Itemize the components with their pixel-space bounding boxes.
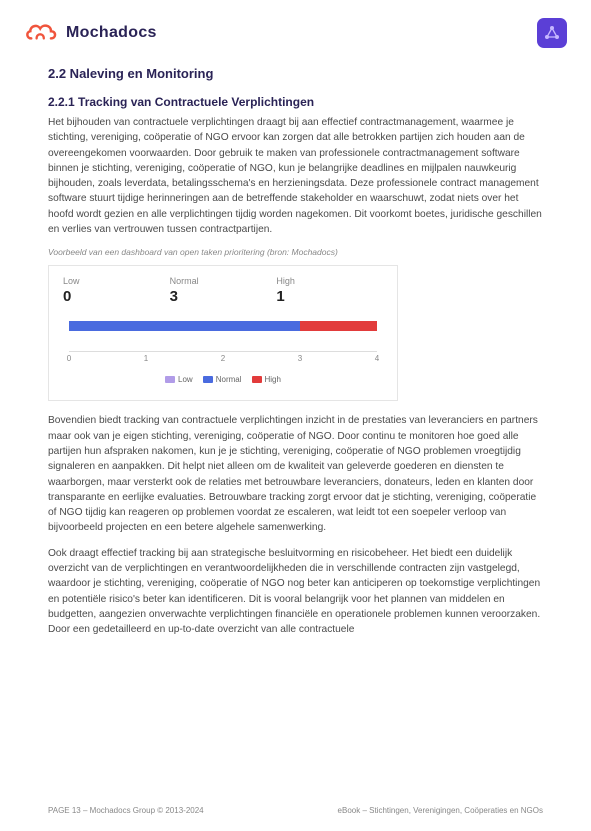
legend-swatch xyxy=(252,376,262,383)
mochadocs-cloud-icon xyxy=(24,20,60,46)
stats-row: Low 0Normal 3 High 1 xyxy=(63,276,383,305)
axis-tick: 3 xyxy=(298,354,302,363)
paragraph-3: Ook draagt effectief tracking bij aan st… xyxy=(48,546,543,638)
stat-value: 0 xyxy=(63,288,170,305)
axis-tick: 2 xyxy=(221,354,225,363)
stacked-bar-chart xyxy=(69,321,377,347)
stat-item: High 1 xyxy=(276,276,383,305)
brand-logo: Mochadocs xyxy=(24,20,157,46)
footer-right: eBook – Stichtingen, Verenigingen, Coöpe… xyxy=(338,806,543,815)
section-heading: 2.2 Naleving en Monitoring xyxy=(48,66,543,81)
stat-label: Normal xyxy=(170,276,277,286)
stat-value: 3 xyxy=(170,288,277,305)
legend-swatch xyxy=(203,376,213,383)
stat-item: Normal 3 xyxy=(170,276,277,305)
paragraph-2: Bovendien biedt tracking van contractuel… xyxy=(48,413,543,535)
stat-value: 1 xyxy=(276,288,383,305)
axis-tick: 4 xyxy=(375,354,379,363)
chart-axis: 0 1 2 3 4 xyxy=(69,351,377,365)
paragraph-1: Het bijhouden van contractuele verplicht… xyxy=(48,115,543,237)
page-content: 2.2 Naleving en Monitoring 2.2.1 Trackin… xyxy=(0,56,591,638)
bar-segment-normal xyxy=(69,321,300,331)
legend-label: High xyxy=(265,375,281,384)
axis-tick: 1 xyxy=(144,354,148,363)
legend-item-low: Low xyxy=(165,375,193,384)
network-icon xyxy=(543,24,561,42)
chart-legend: Low Normal High xyxy=(63,375,383,384)
stat-label: Low xyxy=(63,276,170,286)
legend-item-high: High xyxy=(252,375,281,384)
bar-segment-high xyxy=(300,321,377,331)
legend-label: Normal xyxy=(216,375,242,384)
brand-name: Mochadocs xyxy=(66,24,157,42)
axis-tick: 0 xyxy=(67,354,71,363)
priority-dashboard: Low0Normal3High1 01234 LowNormalHigh xyxy=(48,265,398,401)
legend-item-normal: Normal xyxy=(203,375,242,384)
legend-label: Low xyxy=(178,375,193,384)
legend-swatch xyxy=(165,376,175,383)
page-header: Mochadocs xyxy=(0,0,591,56)
figure-caption: Voorbeeld van een dashboard van open tak… xyxy=(48,247,543,257)
footer-left: PAGE 13 – Mochadocs Group © 2013-2024 xyxy=(48,806,204,815)
stat-label: High xyxy=(276,276,383,286)
page-footer: PAGE 13 – Mochadocs Group © 2013-2024 eB… xyxy=(48,806,543,815)
subsection-heading: 2.2.1 Tracking van Contractuele Verplich… xyxy=(48,95,543,109)
app-launcher-icon[interactable] xyxy=(537,18,567,48)
stat-item: Low 0 xyxy=(63,276,170,305)
